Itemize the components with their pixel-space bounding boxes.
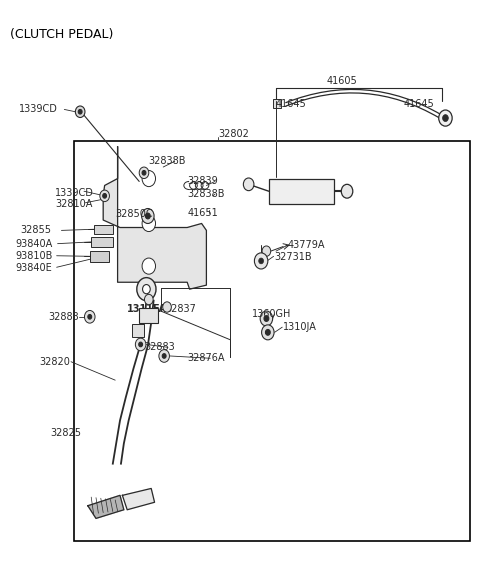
Text: 1311FA: 1311FA [127,304,167,314]
Bar [269,179,334,204]
Circle shape [144,294,153,305]
Circle shape [142,209,154,223]
Text: 32820: 32820 [39,357,70,367]
Polygon shape [88,495,124,518]
Circle shape [162,354,166,358]
Circle shape [262,246,271,256]
Bar [139,308,158,323]
Text: 32837: 32837 [166,304,196,314]
Circle shape [341,184,353,198]
Circle shape [264,316,269,321]
Circle shape [88,314,92,319]
Text: 32810A: 32810A [55,199,93,210]
Circle shape [439,110,452,126]
Text: 32839: 32839 [187,176,218,187]
Bar [132,324,144,337]
Bar [273,99,281,108]
Circle shape [163,302,171,312]
Text: 41645: 41645 [276,98,307,109]
Circle shape [145,213,150,219]
Text: 1310JA: 1310JA [283,322,317,332]
Text: 1339CD: 1339CD [19,104,58,115]
Circle shape [137,278,156,301]
Circle shape [260,311,273,326]
Text: 41651: 41651 [187,208,218,218]
Bar [91,237,113,247]
Circle shape [142,170,146,175]
Text: 1339CD: 1339CD [55,188,94,198]
Text: 32883: 32883 [48,312,79,322]
Text: 43779A: 43779A [288,240,325,251]
Circle shape [259,258,264,264]
Circle shape [135,338,146,351]
Bar [94,225,113,234]
Circle shape [254,253,268,269]
Text: 32850C: 32850C [115,209,153,219]
Bar [74,141,470,541]
Circle shape [243,178,254,191]
Circle shape [142,258,156,274]
Text: 32883: 32883 [144,342,175,353]
Text: 32838B: 32838B [187,189,225,199]
Circle shape [100,190,109,202]
Circle shape [75,106,85,118]
Polygon shape [122,488,155,510]
Circle shape [265,329,270,335]
Text: 41645: 41645 [403,98,434,109]
Text: 93840A: 93840A [16,238,53,249]
Text: 32855: 32855 [20,225,51,236]
Text: 32825: 32825 [50,428,82,438]
Text: 32876A: 32876A [187,353,225,363]
Circle shape [78,109,82,114]
Text: (CLUTCH PEDAL): (CLUTCH PEDAL) [10,28,113,41]
Circle shape [139,167,149,179]
Bar [90,251,109,262]
Circle shape [142,170,156,187]
Circle shape [159,350,169,362]
Circle shape [84,310,95,323]
Circle shape [142,215,156,232]
Circle shape [103,194,107,198]
Circle shape [143,285,150,294]
Text: 32838B: 32838B [149,156,186,166]
Text: 93810B: 93810B [16,251,53,262]
Circle shape [443,115,448,122]
Circle shape [139,342,143,347]
Circle shape [262,325,274,340]
Text: 41605: 41605 [326,75,357,86]
Text: 93840E: 93840E [16,263,53,273]
Text: 32731B: 32731B [275,252,312,263]
Polygon shape [103,147,206,289]
Text: 1360GH: 1360GH [252,309,291,319]
Text: 32802: 32802 [218,129,249,139]
